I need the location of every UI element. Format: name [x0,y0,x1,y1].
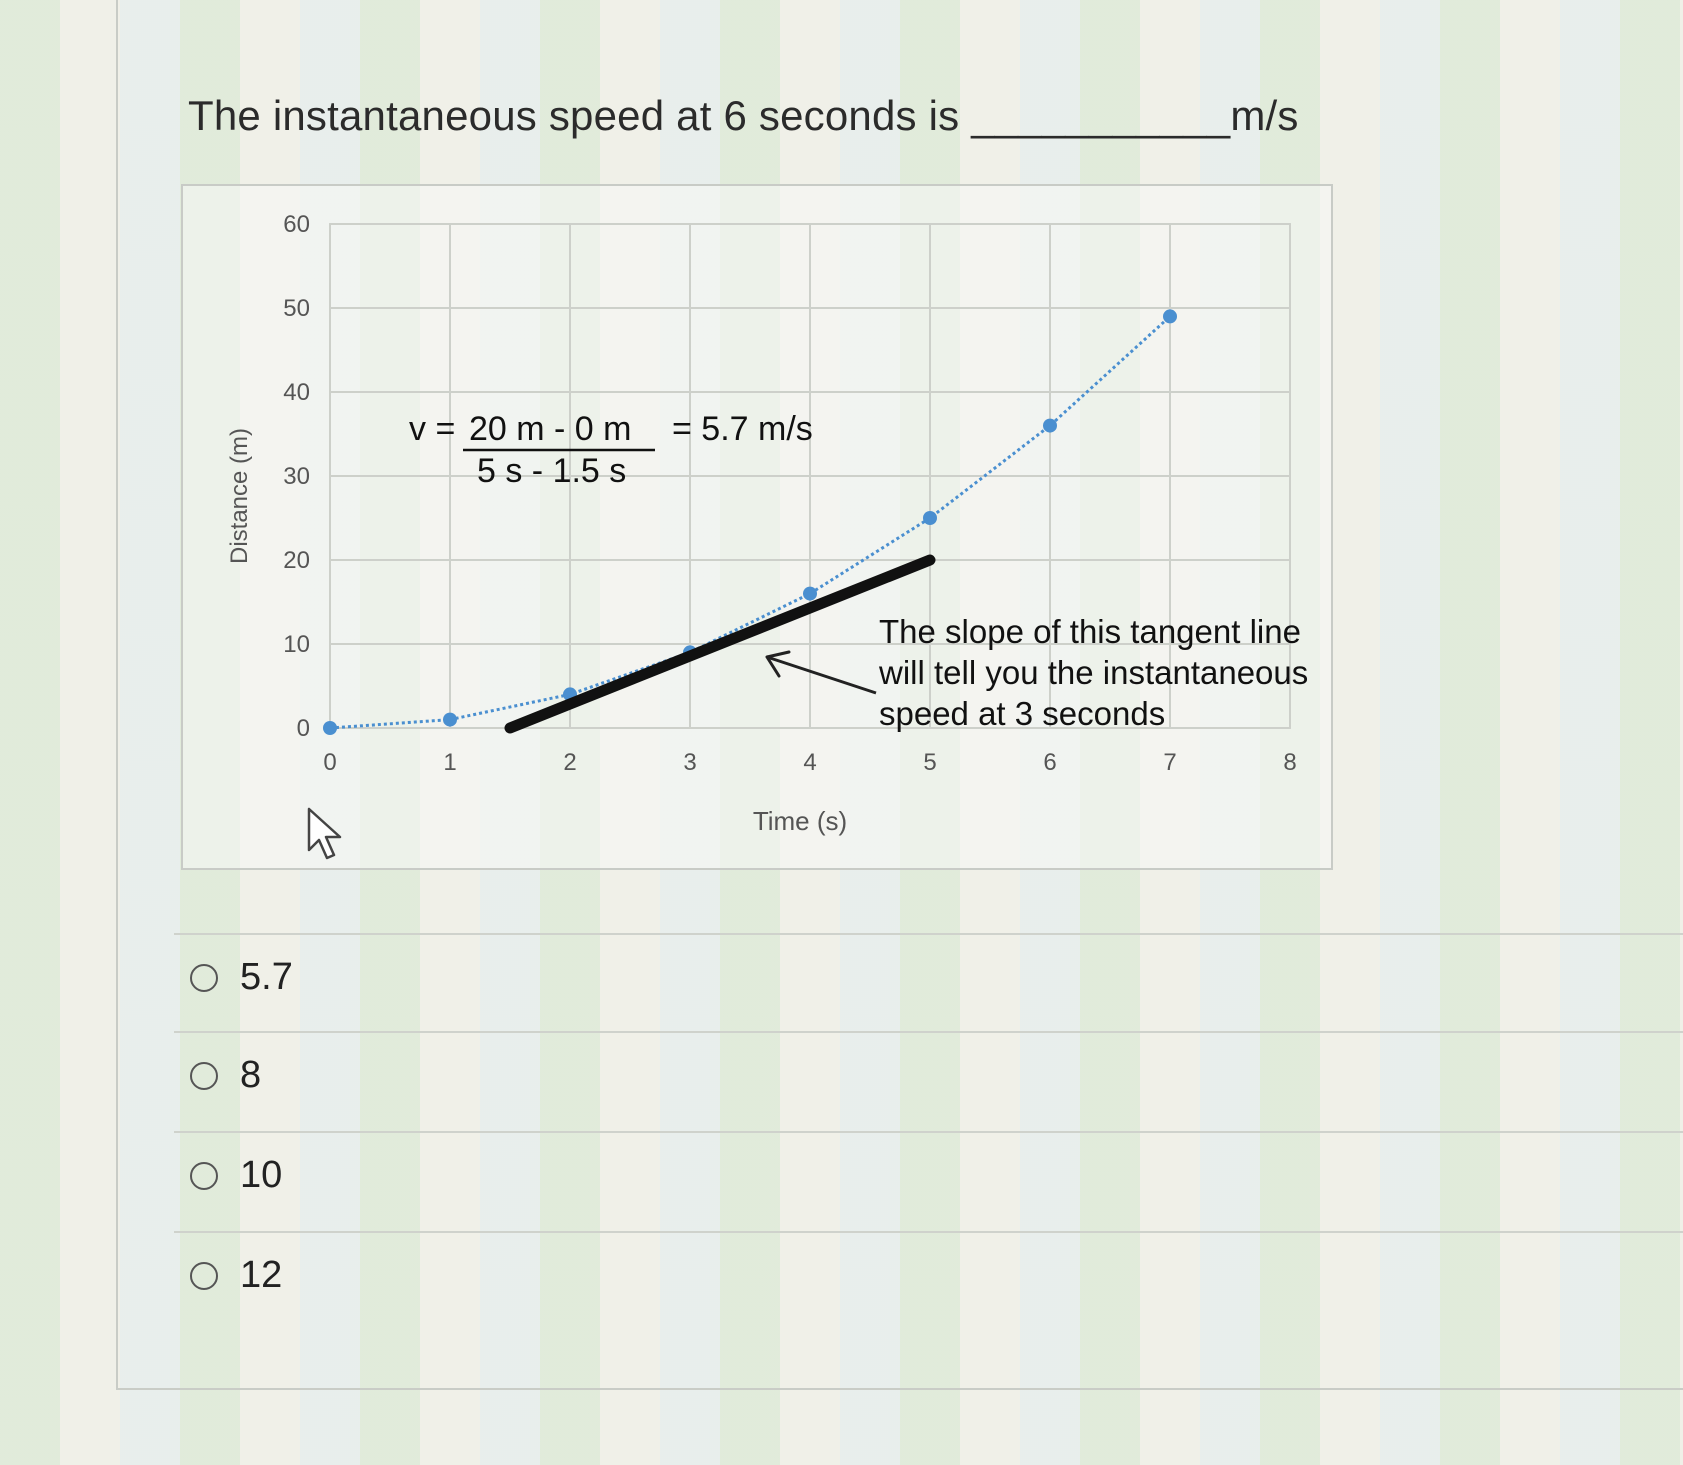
radio-button[interactable] [190,1161,218,1190]
x-tick-label: 4 [803,749,816,776]
choice-divider [174,1031,1683,1033]
choice-option-3[interactable]: 10 [190,1154,282,1197]
choice-label: 12 [240,1254,283,1296]
formula-denominator: 5 s - 1.5 s [477,452,626,490]
y-tick-label: 60 [283,211,310,238]
series-line [329,315,1172,730]
radio-button[interactable] [190,1061,218,1090]
choice-divider [174,933,1683,935]
x-tick-label: 5 [923,749,936,776]
formula-prefix: v = [409,410,455,448]
note-line-3: speed at 3 seconds [879,695,1165,732]
x-tick-label: 2 [563,749,576,776]
data-point [443,712,457,727]
x-tick-label: 6 [1043,749,1056,776]
y-tick-label: 20 [283,547,310,574]
y-tick-label: 30 [283,463,310,490]
y-axis-label: Distance (m) [226,428,253,564]
formula-numerator: 20 m - 0 m [469,410,631,448]
distance-time-chart: 0 1 2 3 4 5 6 7 8 0 10 20 30 40 50 60 Time (s) Distance (… [181,184,1333,870]
radio-button[interactable] [190,1261,218,1290]
x-tick-label: 3 [683,749,696,776]
choice-divider [174,1231,1683,1233]
answer-blank: ___________ [971,92,1231,139]
x-axis-label: Time (s) [753,806,847,836]
note-line-2: will tell you the instantaneous [878,654,1308,691]
choice-option-2[interactable]: 8 [190,1054,261,1097]
y-tick-label: 0 [297,715,310,742]
x-tick-label: 0 [323,749,336,776]
choice-label: 10 [240,1154,283,1196]
radio-button[interactable] [190,963,218,992]
tangent-line [504,554,936,734]
x-tick-label: 8 [1283,749,1296,776]
choice-divider [174,1131,1683,1133]
x-tick-label: 7 [1163,749,1176,776]
choice-option-1[interactable]: 5.7 [190,956,293,999]
data-point [1043,418,1057,433]
formula-result: = 5.7 m/s [672,410,813,448]
data-point [923,511,937,525]
choice-label: 8 [240,1054,262,1096]
data-point [323,721,337,735]
choice-label: 5.7 [240,956,293,998]
question-panel [116,0,1683,1390]
data-point [803,586,817,601]
chart-svg: 0 1 2 3 4 5 6 7 8 0 10 20 30 40 50 60 Time (s) Distance (… [226,211,1308,836]
mouse-cursor-icon [307,807,342,860]
arrow-head-icon [765,650,791,678]
x-tick-label: 1 [443,749,456,776]
y-tick-label: 40 [283,379,310,406]
question-prompt: The instantaneous speed at 6 seconds is [188,92,960,139]
choice-option-4[interactable]: 12 [190,1254,282,1297]
annotation-arrow [766,655,877,695]
y-tick-label: 50 [283,295,310,322]
data-point [1163,309,1177,324]
y-tick-label: 10 [283,631,310,658]
question-text: The instantaneous speed at 6 seconds is … [188,92,1299,140]
answer-unit: m/s [1230,92,1299,139]
note-line-1: The slope of this tangent line [879,613,1301,650]
